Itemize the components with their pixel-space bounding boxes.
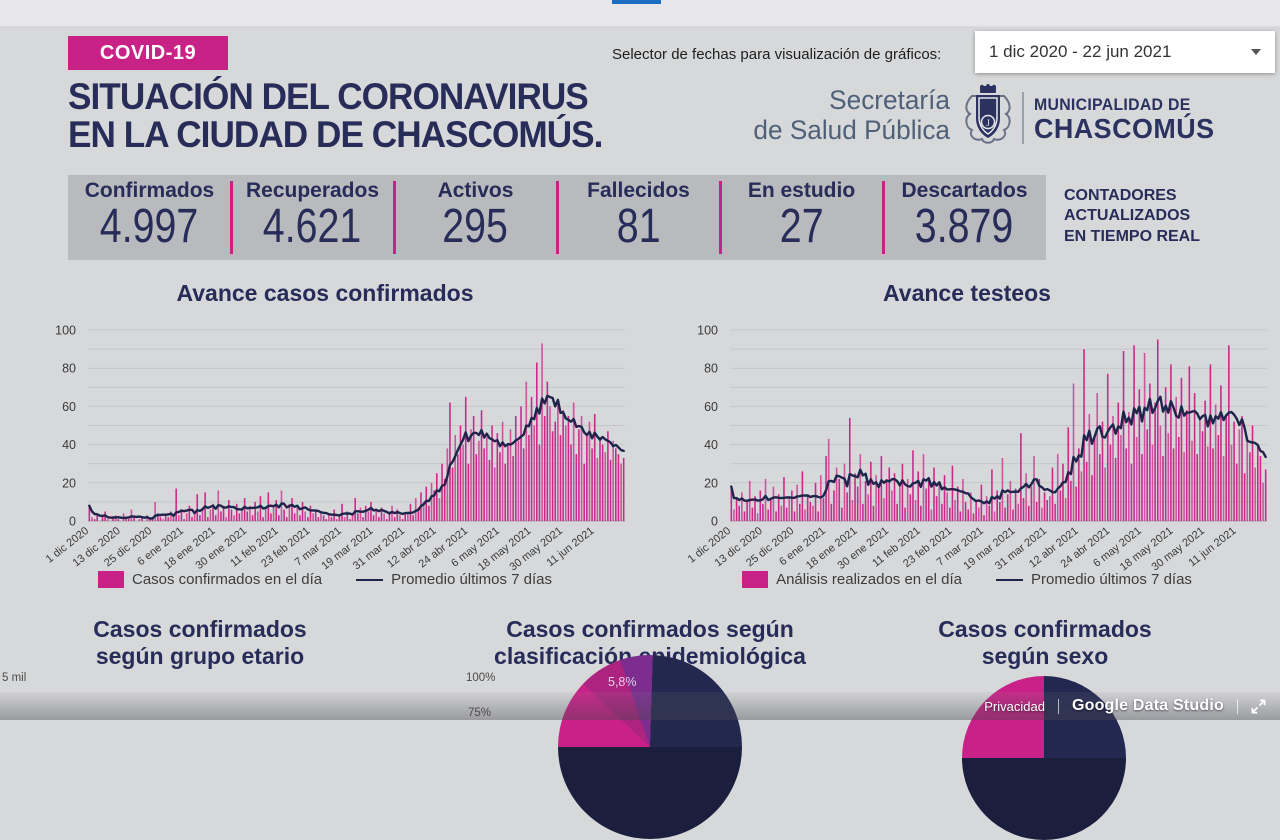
counter-label: Confirmados	[84, 179, 215, 202]
chart-title-confirmados: Avance casos confirmados	[176, 280, 474, 306]
bar-swatch-icon	[742, 571, 769, 588]
page-title-line1: SITUACIÓN DEL CORONAVIRUS	[68, 76, 589, 117]
privacy-link[interactable]: Privacidad	[984, 698, 1045, 714]
note-line3: EN TIEMPO REAL	[1064, 227, 1201, 245]
svg-text:100: 100	[697, 324, 718, 338]
svg-text:20: 20	[62, 476, 76, 490]
page-title-line2: EN LA CIUDAD DE CHASCOMÚS.	[68, 113, 603, 155]
grupo-etario-axis-label: 5 mil	[2, 672, 27, 684]
date-range-dropdown[interactable]: 1 dic 2020 - 22 jun 2021	[975, 31, 1275, 73]
svg-text:80: 80	[62, 362, 76, 376]
footer-divider	[1237, 698, 1238, 714]
counter-value: 4.997	[100, 200, 199, 253]
counter-value: 27	[779, 200, 824, 253]
org-line2: de Salud Pública	[753, 114, 950, 145]
org-line1: Secretaría	[829, 85, 950, 115]
counter-label: Recuperados	[245, 179, 380, 202]
muni-line1: MUNICIPALIDAD DE	[1034, 96, 1191, 114]
pie-slice-label: 5,8%	[608, 675, 637, 689]
legend-line-label: Promedio últimos 7 días	[1031, 571, 1192, 588]
counter-activos: Activos 295	[393, 175, 557, 260]
clasificacion-axis-100: 100%	[466, 672, 496, 684]
bar-swatch-icon	[97, 571, 124, 588]
svg-text:J: J	[986, 118, 990, 128]
scroll-indicator	[612, 0, 661, 4]
counter-en-estudio: En estudio 27	[719, 175, 883, 260]
svg-text:20: 20	[704, 476, 718, 490]
counter-value: 4.621	[263, 200, 362, 253]
counter-label: Descartados	[901, 179, 1028, 202]
muni-line2: CHASCOMÚS	[1034, 113, 1215, 144]
counter-confirmados: Confirmados 4.997	[68, 175, 231, 260]
counter-value: 3.879	[915, 200, 1014, 253]
svg-text:80: 80	[704, 362, 718, 376]
counter-label: Activos	[437, 179, 514, 202]
page-title: SITUACIÓN DEL CORONAVIRUS EN LA CIUDAD D…	[68, 76, 603, 155]
section-title-sexo: Casos confirmados según sexo	[938, 616, 1152, 670]
note-line2: ACTUALIZADOS	[1064, 207, 1191, 225]
date-range-value: 1 dic 2020 - 22 jun 2021	[989, 42, 1172, 61]
counters-note: CONTADORES ACTUALIZADOS EN TIEMPO REAL	[1064, 186, 1200, 247]
counter-recuperados: Recuperados 4.621	[230, 175, 394, 260]
covid-badge: COVID-19	[68, 36, 228, 70]
section-title-grupo-etario: Casos confirmados según grupo etario	[93, 616, 307, 670]
datastudio-footer: Privacidad Google Data Studio	[0, 692, 1280, 720]
logo-divider	[1022, 92, 1024, 144]
legend-bar-label: Casos confirmados en el día	[131, 571, 323, 588]
svg-text:0: 0	[69, 515, 76, 529]
municipality-logo-text: MUNICIPALIDAD DE CHASCOMÚS	[1034, 96, 1215, 143]
counter-value: 81	[616, 200, 661, 253]
date-selector-label: Selector de fechas para visualización de…	[612, 46, 942, 63]
svg-text:40: 40	[62, 438, 76, 452]
clasificacion-axis-75: 75%	[468, 707, 491, 719]
counter-value: 295	[442, 200, 509, 253]
line-swatch-icon	[996, 578, 1024, 581]
top-strip	[0, 0, 1280, 26]
counter-label: Fallecidos	[587, 179, 690, 202]
municipal-crest-icon: J	[965, 84, 1011, 144]
counter-descartados: Descartados 3.879	[882, 175, 1046, 260]
google-data-studio-brand: Google Data Studio	[1071, 697, 1224, 714]
open-in-full-icon[interactable]	[1251, 699, 1266, 714]
line-swatch-icon	[356, 578, 384, 581]
counter-label: En estudio	[747, 179, 856, 202]
counter-fallecidos: Fallecidos 81	[556, 175, 720, 260]
note-line1: CONTADORES	[1064, 187, 1177, 204]
svg-text:60: 60	[62, 400, 76, 414]
svg-text:40: 40	[704, 438, 718, 452]
svg-text:0: 0	[711, 515, 718, 529]
footer-divider	[1057, 698, 1059, 714]
chevron-down-icon	[1251, 49, 1261, 55]
svg-text:100: 100	[55, 324, 76, 338]
pie-clasificacion-epidemiologica	[558, 655, 742, 839]
svg-text:60: 60	[704, 400, 718, 414]
legend-line-label: Promedio últimos 7 días	[391, 571, 552, 588]
legend-testeos: Análisis realizados en el día Promedio ú…	[660, 571, 1274, 588]
legend-bar-label: Análisis realizados en el día	[776, 571, 963, 588]
chart-title-testeos: Avance testeos	[883, 280, 1051, 306]
counters-band: Confirmados 4.997 Recuperados 4.621 Acti…	[68, 175, 1046, 260]
org-name: Secretaría de Salud Pública	[748, 85, 950, 145]
legend-confirmados: Casos confirmados en el día Promedio últ…	[18, 571, 632, 588]
